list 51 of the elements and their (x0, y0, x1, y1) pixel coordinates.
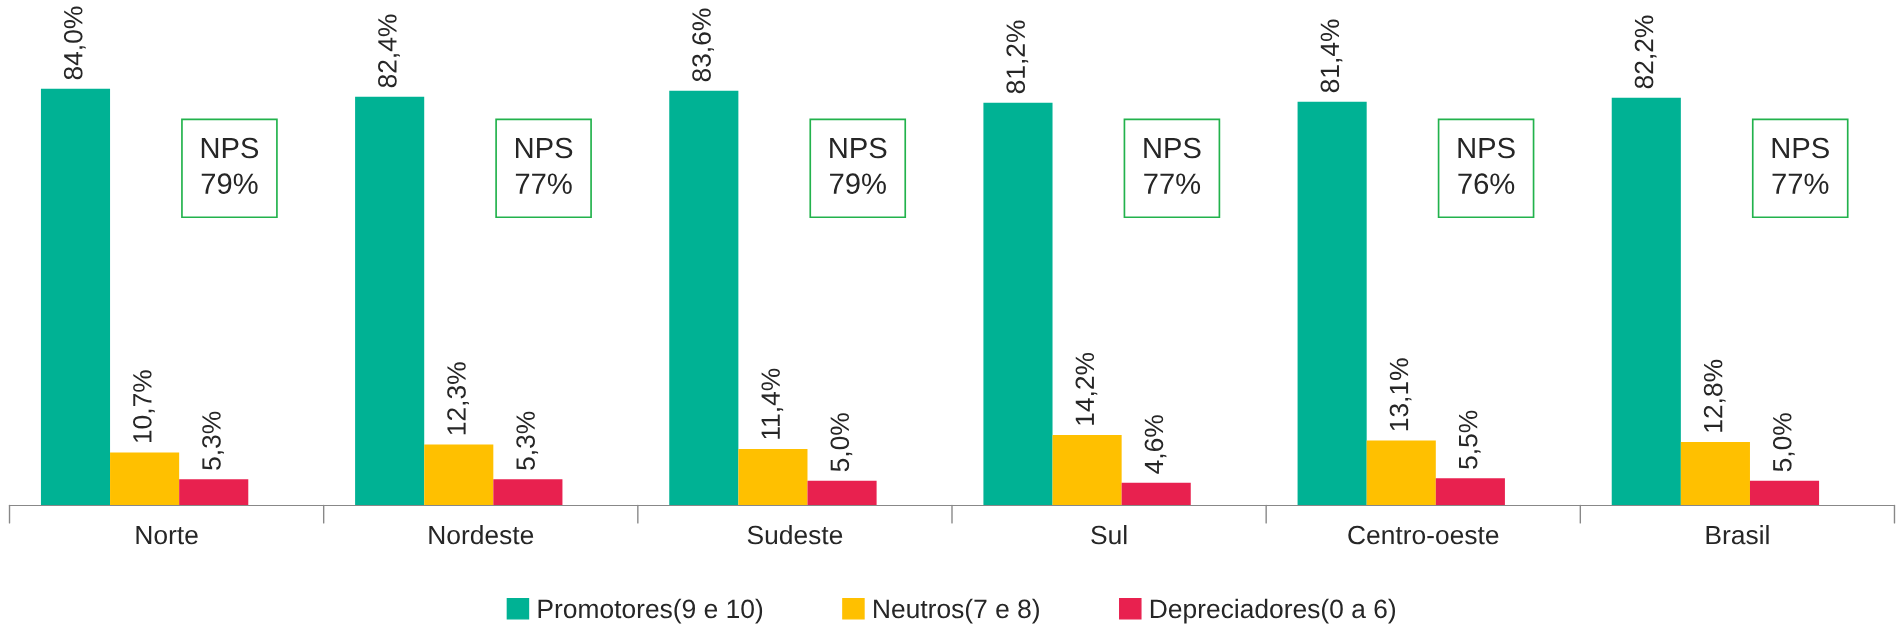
data-label: 5,0% (1772, 413, 1795, 472)
x-tick-label: Norte (136, 525, 198, 545)
bar (110, 452, 180, 506)
bar (1611, 97, 1681, 506)
data-label: 84,0% (63, 6, 86, 80)
data-label: 4,6% (1144, 415, 1167, 474)
annotation: NPS 79% (201, 137, 259, 194)
data-label: 82,2% (1634, 15, 1657, 89)
data-label: 10,7% (133, 370, 155, 443)
data-label: 13,1% (1389, 358, 1412, 431)
x-tick-label: Sul (1091, 524, 1127, 545)
x-tick-label: Nordeste (429, 524, 534, 545)
legend-label: Neutros(7 e 8) (874, 598, 1039, 624)
data-label: 82,4% (378, 14, 400, 88)
bar (1121, 482, 1191, 506)
bar (1435, 478, 1505, 506)
data-label: 81,4% (1320, 19, 1343, 93)
bar (1297, 101, 1367, 506)
bar (1749, 480, 1820, 506)
x-tick-label: Centro-oeste (1348, 525, 1499, 545)
data-label: 11,4% (761, 368, 784, 439)
legend-label: Depreciadores(0 a 6) (1150, 598, 1396, 624)
bar (807, 480, 877, 506)
annotation: NPS 77% (1772, 137, 1829, 194)
bar (179, 479, 249, 506)
data-label: 5,3% (516, 411, 539, 470)
bar (983, 102, 1053, 506)
bar (669, 90, 739, 506)
data-label: 5,0% (830, 413, 853, 472)
bar (424, 444, 494, 506)
x-tick-label: Brasil (1706, 524, 1769, 545)
bar (1366, 440, 1436, 506)
annotation: NPS 76% (1458, 137, 1515, 194)
x-tick-label: Sudeste (747, 524, 843, 545)
annotation: NPS 77% (1144, 137, 1201, 194)
data-label: 83,6% (692, 8, 715, 82)
data-label: 5,5% (1458, 410, 1481, 469)
legend-label: Promotores(9 e 10) (538, 598, 763, 624)
annotation: NPS 79% (830, 137, 887, 194)
bar (1680, 442, 1750, 506)
bar (493, 479, 563, 506)
data-label: 12,8% (1703, 359, 1726, 432)
data-label: 14,2% (1075, 352, 1098, 425)
bar (1052, 435, 1122, 506)
bar (738, 448, 808, 506)
data-label: 81,2% (1006, 20, 1029, 94)
bar (355, 96, 425, 506)
data-label: 5,3% (202, 411, 224, 470)
bar (40, 88, 111, 506)
annotation: NPS 77% (515, 137, 573, 194)
data-label: 12,3% (447, 362, 469, 435)
